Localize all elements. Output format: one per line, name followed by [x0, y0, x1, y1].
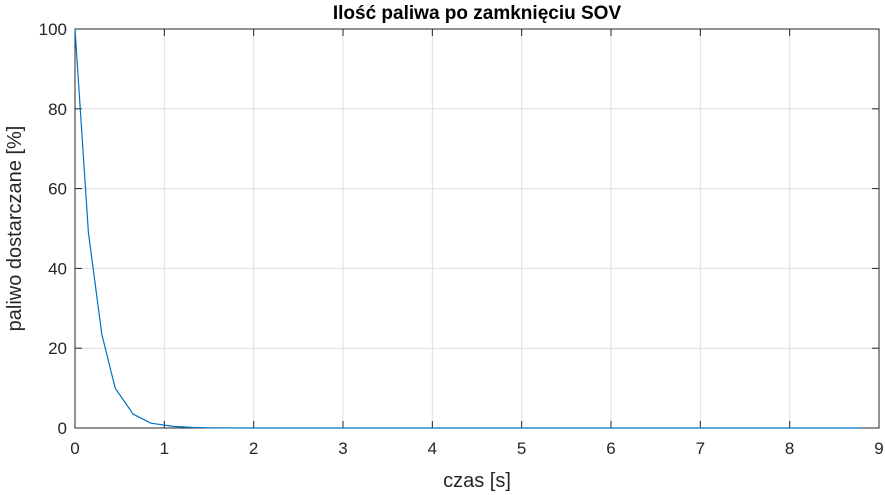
x-axis-label: czas [s] — [443, 470, 511, 492]
y-tick-label: 40 — [48, 259, 67, 278]
chart-title: Ilość paliwa po zamknięciu SOV — [333, 3, 622, 24]
x-tick-label: 2 — [249, 439, 258, 458]
series-line — [74, 28, 862, 429]
ticks: 0 1 2 3 4 5 6 7 8 9 0 20 40 60 80 100 — [39, 20, 884, 458]
x-tick-label: 9 — [874, 439, 883, 458]
x-tick-label: 4 — [428, 439, 437, 458]
y-tick-label: 100 — [39, 20, 67, 39]
x-tick-label: 3 — [338, 439, 347, 458]
y-tick-label: 80 — [48, 100, 67, 119]
y-tick-label: 0 — [58, 419, 67, 438]
x-tick-label: 8 — [785, 439, 794, 458]
plot-area — [75, 29, 879, 428]
x-tick-label: 6 — [606, 439, 615, 458]
y-tick-label: 20 — [48, 339, 67, 358]
x-tick-label: 1 — [160, 439, 169, 458]
x-tick-label: 5 — [517, 439, 526, 458]
x-tick-label: 7 — [696, 439, 705, 458]
y-tick-label: 60 — [48, 180, 67, 199]
series-layer — [74, 28, 862, 429]
x-tick-label: 0 — [70, 439, 79, 458]
y-axis-label: paliwo dostarczane [%] — [4, 126, 26, 332]
